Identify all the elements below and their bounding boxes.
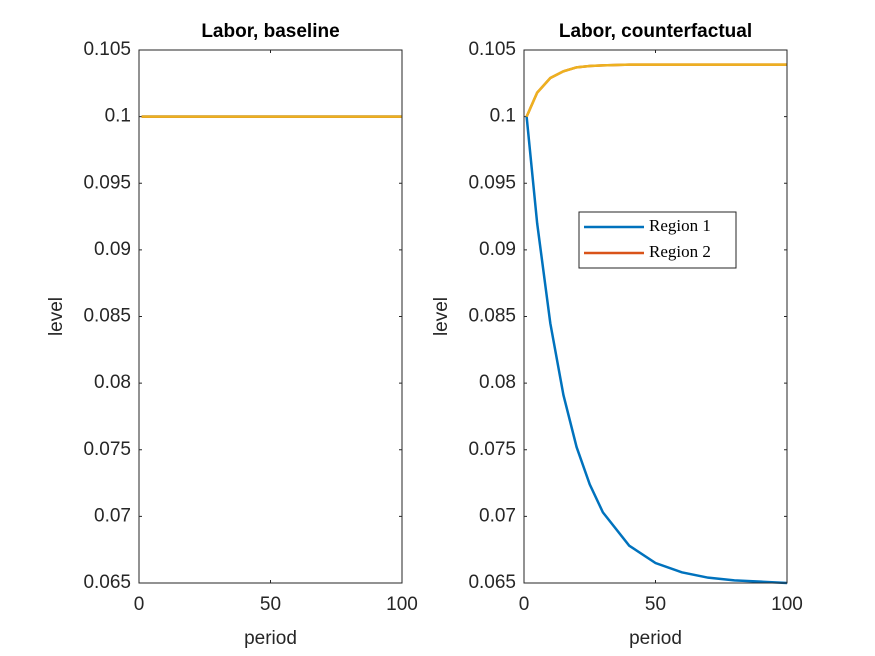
legend-label: Region 2 xyxy=(649,242,711,261)
y-tick-label: 0.065 xyxy=(83,572,131,593)
y-tick-label: 0.08 xyxy=(94,372,131,393)
y-tick-label: 0.09 xyxy=(94,239,131,260)
x-tick-label: 0 xyxy=(134,594,145,615)
axes-box xyxy=(138,49,403,584)
plot-area xyxy=(139,50,402,583)
data-line xyxy=(525,116,788,585)
data-line xyxy=(525,63,787,118)
chart-title: Labor, counterfactual xyxy=(559,21,752,42)
x-tick-label: 0 xyxy=(519,594,530,615)
x-tick-label: 50 xyxy=(645,594,666,615)
y-tick-label: 0.1 xyxy=(490,106,516,127)
y-tick-label: 0.065 xyxy=(468,572,516,593)
x-tick-label: 100 xyxy=(386,594,418,615)
legend-box xyxy=(578,211,737,269)
y-axis-label: level xyxy=(46,297,67,336)
y-tick-label: 0.09 xyxy=(479,239,516,260)
y-tick-label: 0.08 xyxy=(479,372,516,393)
y-tick-label: 0.095 xyxy=(83,172,131,193)
y-tick-label: 0.1 xyxy=(105,106,131,127)
x-axis-label: period xyxy=(244,628,297,649)
x-tick-label: 100 xyxy=(771,594,803,615)
y-tick-label: 0.07 xyxy=(479,505,516,526)
x-axis-label: period xyxy=(629,628,682,649)
y-tick-label: 0.075 xyxy=(468,439,516,460)
x-tick-label: 50 xyxy=(260,594,281,615)
y-axis-label: level xyxy=(431,297,452,336)
legend-label: Region 1 xyxy=(649,216,711,235)
axes-box xyxy=(523,49,788,584)
chart-title: Labor, baseline xyxy=(201,21,339,42)
y-tick-label: 0.105 xyxy=(468,39,516,60)
y-tick-label: 0.07 xyxy=(94,505,131,526)
y-tick-label: 0.075 xyxy=(83,439,131,460)
y-tick-label: 0.085 xyxy=(468,306,516,327)
plot-area xyxy=(524,50,787,583)
y-tick-label: 0.085 xyxy=(83,306,131,327)
y-tick-label: 0.095 xyxy=(468,172,516,193)
y-tick-label: 0.105 xyxy=(83,39,131,60)
